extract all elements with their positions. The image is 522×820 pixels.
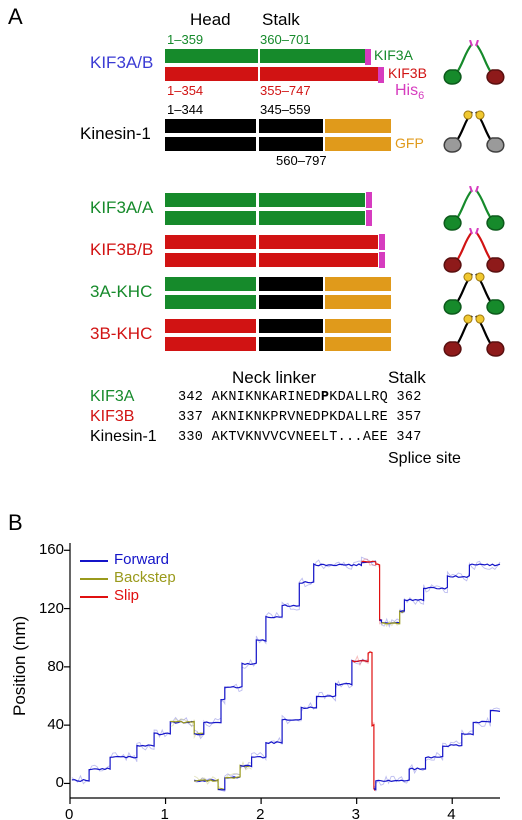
plot-svg — [0, 523, 522, 820]
xtick-3: 3 — [352, 806, 360, 820]
splice-site-label: Splice site — [388, 450, 461, 468]
kif3a-bar — [164, 48, 366, 64]
homo-name-0: KIF3A/A — [90, 198, 153, 218]
seq-name-1: KIF3B — [90, 408, 134, 426]
his6-label: His6 — [395, 82, 424, 102]
seq-row-1: 337 AKNIKNKPRVNEDPKDALLRE 357 — [178, 410, 422, 425]
homo-name-2: 3A-KHC — [90, 282, 152, 302]
head-col-header: Head — [190, 10, 231, 30]
legend-line-2 — [80, 596, 108, 598]
ytick-40: 40 — [32, 716, 64, 733]
cartoon-icon — [442, 40, 506, 86]
legend-text-0: Forward — [114, 551, 169, 568]
ytick-160: 160 — [32, 541, 64, 558]
seq-row-2: 330 AKTVKNVVCVNEELT...AEE 347 — [178, 430, 422, 445]
seq-name-2: Kinesin-1 — [90, 428, 157, 446]
cartoon-icon — [442, 228, 506, 274]
homo-name-3: 3B-KHC — [90, 324, 152, 344]
cartoon-icon — [442, 108, 506, 154]
gfp-label: GFP — [395, 135, 424, 151]
xtick-2: 2 — [256, 806, 264, 820]
legend-text-2: Slip — [114, 587, 139, 604]
his6-text: His — [395, 82, 418, 99]
ytick-120: 120 — [32, 600, 64, 617]
cartoon-icon — [442, 270, 506, 316]
kif3b-bar — [164, 66, 379, 82]
kinesin1-name: Kinesin-1 — [80, 124, 151, 144]
xtick-1: 1 — [161, 806, 169, 820]
neck-linker-header: Neck linker — [232, 368, 316, 388]
legend-line-0 — [80, 560, 108, 562]
gfp-range: 560–797 — [276, 153, 327, 168]
stalk-col-header: Stalk — [262, 10, 300, 30]
cartoon-icon — [442, 312, 506, 358]
cartoon-icon — [442, 186, 506, 232]
seq-stalk-header: Stalk — [388, 368, 426, 388]
ytick-0: 0 — [32, 774, 64, 791]
kif3a-stalk-range: 360–701 — [260, 32, 311, 47]
seq-name-0: KIF3A — [90, 388, 134, 406]
kinesin1-head-range: 1–344 — [167, 102, 203, 117]
xtick-0: 0 — [65, 806, 73, 820]
seq-row-0: 342 AKNIKNKARINEDPKDALLRQ 362 — [178, 390, 422, 405]
legend-line-1 — [80, 578, 108, 580]
kif3ab-name: KIF3A/B — [90, 53, 153, 73]
kif3b-stalk-range: 355–747 — [260, 83, 311, 98]
kif3b-head-range: 1–354 — [167, 83, 203, 98]
kinesin1-stalk-range: 345–559 — [260, 102, 311, 117]
kif3b-label: KIF3B — [388, 65, 427, 81]
homo-name-1: KIF3B/B — [90, 240, 153, 260]
his6-sub: 6 — [418, 90, 424, 102]
kif3a-head-range: 1–359 — [167, 32, 203, 47]
ytick-80: 80 — [32, 658, 64, 675]
panel-a-label: A — [8, 4, 23, 30]
legend-text-1: Backstep — [114, 569, 176, 586]
xtick-4: 4 — [447, 806, 455, 820]
kif3a-label: KIF3A — [374, 47, 413, 63]
y-axis-label: Position (nm) — [10, 615, 30, 715]
